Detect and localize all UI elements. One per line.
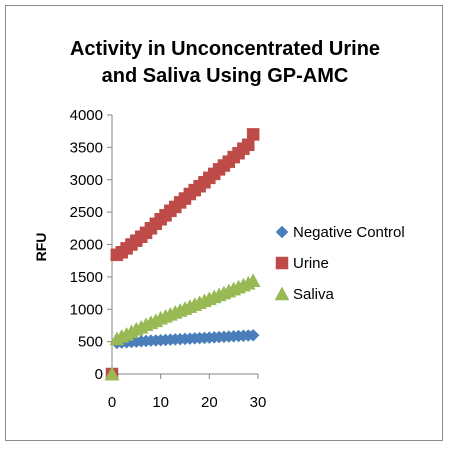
data-marks (104, 128, 261, 381)
y-tick-label: 3500 (70, 139, 103, 156)
x-tick-label: 0 (108, 394, 116, 411)
y-axis-label: RFU (33, 233, 49, 262)
legend-marker-negative-control (275, 225, 289, 239)
y-tick-label: 0 (95, 366, 103, 383)
y-tick-label: 2500 (70, 204, 103, 221)
urine-data-point (246, 128, 260, 141)
x-tick-label: 10 (152, 394, 169, 411)
legend-marker-urine (275, 256, 289, 270)
y-tick-label: 3000 (70, 172, 103, 189)
negative-control-data-point (246, 328, 260, 342)
y-tick-label: 1500 (70, 269, 103, 286)
legend-marker-saliva (274, 286, 290, 301)
y-tick-label: 4000 (70, 107, 103, 124)
x-tick-label: 30 (250, 394, 267, 411)
legend: Negative Control Urine Saliva (274, 224, 405, 303)
y-tick-label: 1000 (70, 301, 103, 318)
y-tick-label: 500 (78, 334, 103, 351)
y-tick-label: 2000 (70, 237, 103, 254)
chart-frame (5, 5, 443, 441)
legend-label-urine: Urine (293, 255, 329, 272)
saliva-data-point (245, 273, 261, 288)
axes: 0 500 1000 1500 2000 2500 3000 3500 4000 0 10 20 30 (70, 107, 267, 411)
legend-label-saliva: Saliva (293, 286, 335, 303)
chart-title-line-2: and Saliva Using GP-AMC (102, 65, 349, 87)
x-tick-label: 20 (201, 394, 218, 411)
legend-label-negative-control: Negative Control (293, 224, 405, 241)
saliva-data-point (104, 366, 120, 381)
chart-title-line-1: Activity in Unconcentrated Urine (70, 38, 380, 60)
